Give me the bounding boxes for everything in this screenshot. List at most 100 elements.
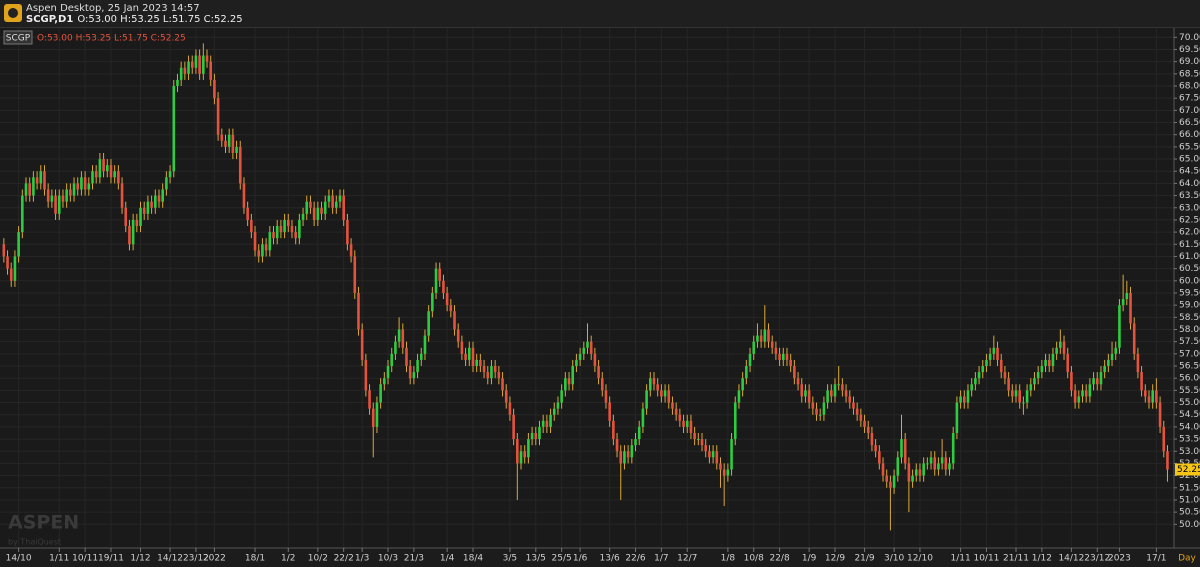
candle-body	[105, 165, 109, 172]
candle-body	[161, 189, 164, 202]
candle-body	[922, 463, 925, 476]
y-tick-label: 68.50	[1179, 69, 1200, 79]
candle-body	[889, 481, 892, 488]
candle-body	[578, 353, 582, 360]
candle-body	[1114, 347, 1118, 354]
candle-body	[198, 55, 201, 74]
candle-body	[911, 475, 914, 482]
x-tick-label: 1/12	[1032, 554, 1052, 564]
candle-body	[2, 244, 6, 257]
candle-body	[988, 353, 992, 360]
candle-body	[959, 396, 962, 403]
candle-body	[863, 420, 866, 427]
x-tick-label: 10/2	[308, 554, 328, 564]
candle-body	[556, 402, 560, 409]
candle-body	[456, 329, 460, 342]
candle-body	[416, 359, 419, 373]
legend-ohlc: O:53.00 H:53.25 L:51.75 C:52.25	[37, 34, 186, 44]
candle-body	[1151, 390, 1154, 403]
candle-body	[109, 165, 113, 178]
candle-body	[87, 183, 91, 190]
candle-body	[157, 195, 161, 202]
candle-body	[17, 232, 20, 257]
candle-body	[759, 335, 763, 342]
candle-body	[789, 359, 792, 367]
candle-body	[685, 420, 689, 427]
candle-body	[57, 195, 61, 214]
candle-body	[268, 232, 272, 251]
candle-body	[1107, 359, 1110, 367]
y-tick-label: 60.00	[1179, 276, 1200, 286]
candle-body	[301, 213, 305, 220]
candle-body	[471, 347, 475, 367]
candle-body	[165, 177, 168, 190]
candle-body	[1125, 292, 1129, 300]
candle-body	[892, 475, 896, 488]
candle-body	[9, 268, 13, 281]
x-tick-label: 21/3	[404, 554, 424, 564]
candle-body	[951, 432, 955, 464]
x-tick-label: 13/6	[600, 554, 620, 564]
candle-body	[205, 55, 209, 62]
candle-body	[918, 469, 922, 476]
candle-body	[648, 378, 652, 391]
candle-body	[1036, 372, 1040, 379]
candle-body	[405, 347, 408, 367]
candle-body	[453, 311, 456, 330]
candle-body	[390, 353, 394, 367]
x-tick-label: 12/9	[825, 554, 845, 564]
candle-body	[608, 402, 611, 421]
candle-body	[290, 226, 294, 233]
candle-body	[1103, 366, 1106, 373]
candle-body	[855, 408, 859, 415]
y-tick-label: 63.00	[1179, 203, 1200, 213]
candle-body	[128, 226, 131, 245]
watermark-sub: by ThaiQuest	[8, 538, 61, 547]
candle-body	[530, 432, 534, 440]
candle-body	[250, 219, 253, 233]
candle-body	[202, 55, 205, 74]
y-tick-label: 61.00	[1179, 252, 1200, 262]
candle-body	[335, 201, 338, 208]
app-icon	[4, 4, 22, 22]
candle-body	[364, 359, 368, 391]
candle-body	[1011, 390, 1014, 397]
candle-body	[523, 451, 527, 458]
y-tick-label: 52.00	[1179, 471, 1200, 481]
candle-body	[1059, 341, 1062, 348]
candle-body	[21, 195, 24, 233]
candle-body	[770, 341, 774, 348]
y-tick-label: 56.00	[1179, 374, 1200, 384]
candle-body	[213, 79, 216, 99]
candle-body	[778, 353, 781, 360]
candle-body	[940, 457, 944, 464]
candle-body	[726, 469, 730, 476]
candle-body	[486, 372, 490, 379]
y-tick-label: 69.00	[1179, 57, 1200, 67]
y-tick-label: 64.00	[1179, 179, 1200, 189]
y-tick-label: 50.50	[1179, 508, 1200, 518]
candle-body	[142, 207, 146, 214]
candle-body	[508, 402, 512, 415]
candle-body	[1044, 359, 1047, 367]
y-tick-label: 53.50	[1179, 435, 1200, 445]
candle-body	[94, 171, 98, 178]
candle-body	[519, 451, 523, 464]
candle-body	[438, 268, 442, 281]
candle-body	[682, 420, 685, 427]
candle-body	[305, 201, 309, 214]
candle-body	[516, 439, 519, 464]
candle-body	[275, 226, 279, 239]
candle-body	[139, 207, 142, 227]
candle-body	[1136, 353, 1140, 373]
candle-body	[1155, 390, 1158, 403]
candle-body	[841, 384, 844, 391]
candle-body	[623, 451, 626, 464]
candle-body	[479, 359, 482, 367]
candle-body	[626, 451, 630, 458]
y-tick-label: 58.50	[1179, 313, 1200, 323]
candle-body	[586, 341, 589, 348]
candle-body	[46, 189, 50, 202]
candle-body	[767, 329, 770, 342]
candle-body	[715, 451, 719, 464]
